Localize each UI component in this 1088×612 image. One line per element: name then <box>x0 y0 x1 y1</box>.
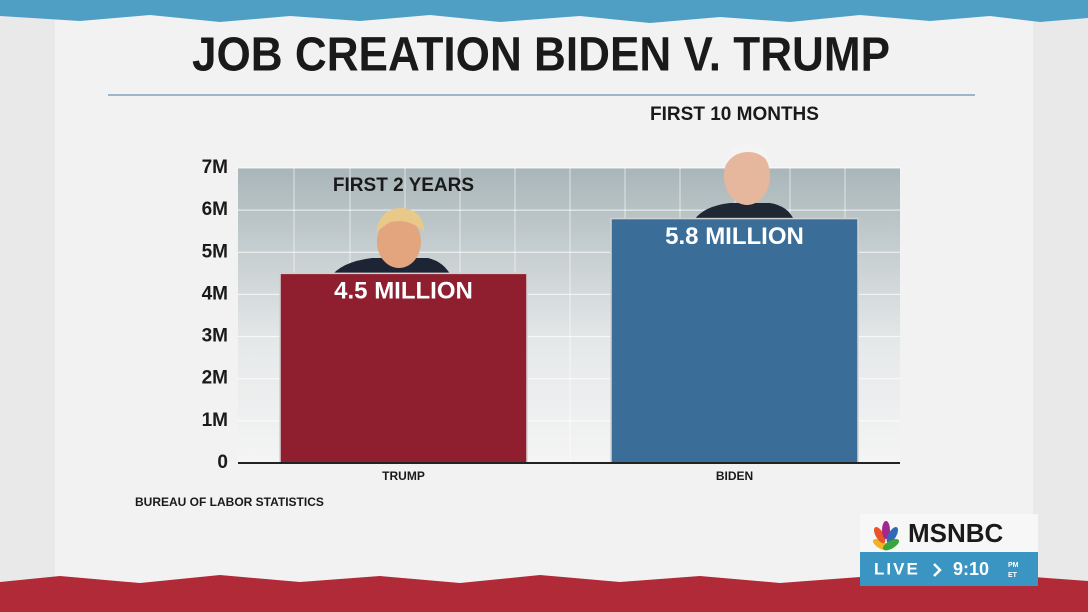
x-tick-label: BIDEN <box>716 469 753 483</box>
annotation: FIRST 2 YEARS <box>333 175 474 196</box>
live-status: LIVE <box>874 559 920 578</box>
y-tick-label: 2M <box>202 368 228 389</box>
chart-title: JOB CREATION BIDEN V. TRUMP <box>192 29 890 82</box>
value-label: 4.5 MILLION <box>334 278 473 305</box>
biden-photo <box>694 144 794 220</box>
annotation: FIRST 10 MONTHS <box>650 104 819 125</box>
y-tick-label: 4M <box>202 283 228 304</box>
y-tick-label: 0 <box>217 452 228 473</box>
separator <box>933 563 942 577</box>
y-tick-label: 7M <box>202 157 228 178</box>
y-tick-label: 3M <box>202 326 228 347</box>
y-tick-label: 5M <box>202 241 228 262</box>
time: 9:10 <box>953 559 989 579</box>
network-name: MSNBC <box>908 518 1004 548</box>
y-tick-label: 6M <box>202 199 228 220</box>
live-box <box>860 552 1038 586</box>
meridiem: PM <box>1008 562 1019 569</box>
bottom-strip <box>0 575 1088 612</box>
time-zone: ET <box>1008 572 1018 579</box>
x-tick-label: TRUMP <box>382 469 425 483</box>
source: BUREAU OF LABOR STATISTICS <box>135 495 324 509</box>
top-strip <box>0 0 1088 23</box>
y-tick-label: 1M <box>202 410 228 431</box>
peacock <box>872 521 900 551</box>
network-bug: MSNBC LIVE 9:10 PM ET <box>860 514 1038 586</box>
bar <box>610 217 859 464</box>
value-label: 5.8 MILLION <box>665 223 804 250</box>
